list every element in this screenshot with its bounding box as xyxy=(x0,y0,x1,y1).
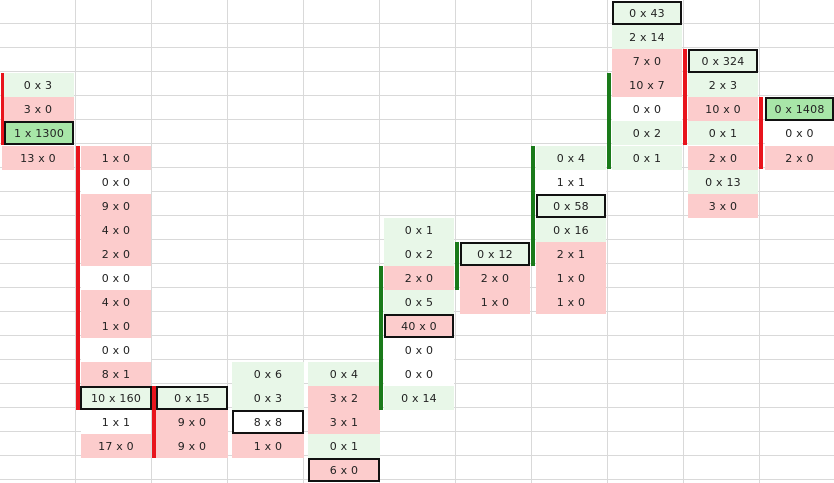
cell-c9-r3[interactable]: 0 x 1 xyxy=(688,121,758,145)
green-marker-bar xyxy=(455,242,459,290)
cell-c5-r1[interactable]: 0 x 2 xyxy=(384,242,454,266)
cell-c1-r8[interactable]: 0 x 0 xyxy=(81,338,151,362)
cell-c5-r4[interactable]: 40 x 0 xyxy=(384,314,454,338)
cell-c8-r3[interactable]: 10 x 7 xyxy=(612,73,682,97)
cell-c6-r1[interactable]: 2 x 0 xyxy=(460,266,530,290)
cell-c5-r6[interactable]: 0 x 0 xyxy=(384,362,454,386)
cell-c7-r4[interactable]: 2 x 1 xyxy=(536,242,606,266)
cell-c3-r1[interactable]: 0 x 3 xyxy=(232,386,304,410)
cell-c3-r0[interactable]: 0 x 6 xyxy=(232,362,304,386)
cell-c10-r2[interactable]: 2 x 0 xyxy=(765,146,834,170)
cell-c8-r1[interactable]: 2 x 14 xyxy=(612,25,682,49)
red-marker-bar xyxy=(1,73,4,145)
cell-c3-r2[interactable]: 8 x 8 xyxy=(232,410,304,434)
cell-c8-r4[interactable]: 0 x 0 xyxy=(612,97,682,121)
cell-c9-r4[interactable]: 2 x 0 xyxy=(688,146,758,170)
cell-c4-r4[interactable]: 6 x 0 xyxy=(308,458,380,482)
green-marker-bar xyxy=(379,266,383,410)
cell-c0-r0[interactable]: 0 x 3 xyxy=(2,73,74,97)
cell-c10-r1[interactable]: 0 x 0 xyxy=(765,121,834,145)
cell-c4-r3[interactable]: 0 x 1 xyxy=(308,434,380,458)
cell-c7-r5[interactable]: 1 x 0 xyxy=(536,266,606,290)
cell-c4-r2[interactable]: 3 x 1 xyxy=(308,410,380,434)
cell-c9-r6[interactable]: 3 x 0 xyxy=(688,194,758,218)
cell-c5-r0[interactable]: 0 x 1 xyxy=(384,218,454,242)
cell-c1-r5[interactable]: 0 x 0 xyxy=(81,266,151,290)
red-marker-bar xyxy=(152,386,156,458)
cell-c7-r2[interactable]: 0 x 58 xyxy=(536,194,606,218)
cell-c3-r3[interactable]: 1 x 0 xyxy=(232,434,304,458)
cell-c8-r2[interactable]: 7 x 0 xyxy=(612,49,682,73)
cell-c2-r0[interactable]: 0 x 15 xyxy=(156,386,228,410)
cell-c4-r1[interactable]: 3 x 2 xyxy=(308,386,380,410)
red-marker-bar xyxy=(76,146,80,410)
cell-c2-r2[interactable]: 9 x 0 xyxy=(156,434,228,458)
cell-c9-r5[interactable]: 0 x 13 xyxy=(688,170,758,194)
cell-c1-r4[interactable]: 2 x 0 xyxy=(81,242,151,266)
cell-c8-r6[interactable]: 0 x 1 xyxy=(612,146,682,170)
cell-c7-r1[interactable]: 1 x 1 xyxy=(536,170,606,194)
cell-c5-r5[interactable]: 0 x 0 xyxy=(384,338,454,362)
cell-c4-r0[interactable]: 0 x 4 xyxy=(308,362,380,386)
cell-c5-r3[interactable]: 0 x 5 xyxy=(384,290,454,314)
cell-c7-r0[interactable]: 0 x 4 xyxy=(536,146,606,170)
cell-c1-r10[interactable]: 10 x 160 xyxy=(80,386,152,410)
cell-c8-r5[interactable]: 0 x 2 xyxy=(612,121,682,145)
cell-c0-r3[interactable]: 13 x 0 xyxy=(2,146,74,170)
cell-c7-r6[interactable]: 1 x 0 xyxy=(536,290,606,314)
cell-c6-r2[interactable]: 1 x 0 xyxy=(460,290,530,314)
cell-c5-r2[interactable]: 2 x 0 xyxy=(384,266,454,290)
cell-c1-r0[interactable]: 1 x 0 xyxy=(81,146,151,170)
cell-c8-r0[interactable]: 0 x 43 xyxy=(612,1,682,25)
cell-c0-r1[interactable]: 3 x 0 xyxy=(2,97,74,121)
cell-c1-r3[interactable]: 4 x 0 xyxy=(81,218,151,242)
cell-c2-r1[interactable]: 9 x 0 xyxy=(156,410,228,434)
cell-c1-r7[interactable]: 1 x 0 xyxy=(81,314,151,338)
cell-c1-r12[interactable]: 17 x 0 xyxy=(81,434,151,458)
red-marker-bar xyxy=(759,97,763,169)
cell-c9-r2[interactable]: 10 x 0 xyxy=(688,97,758,121)
cell-c9-r0[interactable]: 0 x 324 xyxy=(688,49,758,73)
cell-c5-r7[interactable]: 0 x 14 xyxy=(384,386,454,410)
cell-c6-r0[interactable]: 0 x 12 xyxy=(460,242,530,266)
cell-c0-r2[interactable]: 1 x 1300 xyxy=(4,121,74,145)
red-marker-bar xyxy=(683,49,687,145)
cell-c1-r9[interactable]: 8 x 1 xyxy=(81,362,151,386)
cell-c10-r0[interactable]: 0 x 1408 xyxy=(765,97,834,121)
green-marker-bar xyxy=(607,73,611,169)
cell-c1-r11[interactable]: 1 x 1 xyxy=(81,410,151,434)
cell-c9-r1[interactable]: 2 x 3 xyxy=(688,73,758,97)
cell-c1-r2[interactable]: 9 x 0 xyxy=(81,194,151,218)
cell-c1-r6[interactable]: 4 x 0 xyxy=(81,290,151,314)
green-marker-bar xyxy=(531,146,535,266)
cell-c1-r1[interactable]: 0 x 0 xyxy=(81,170,151,194)
cell-c7-r3[interactable]: 0 x 16 xyxy=(536,218,606,242)
